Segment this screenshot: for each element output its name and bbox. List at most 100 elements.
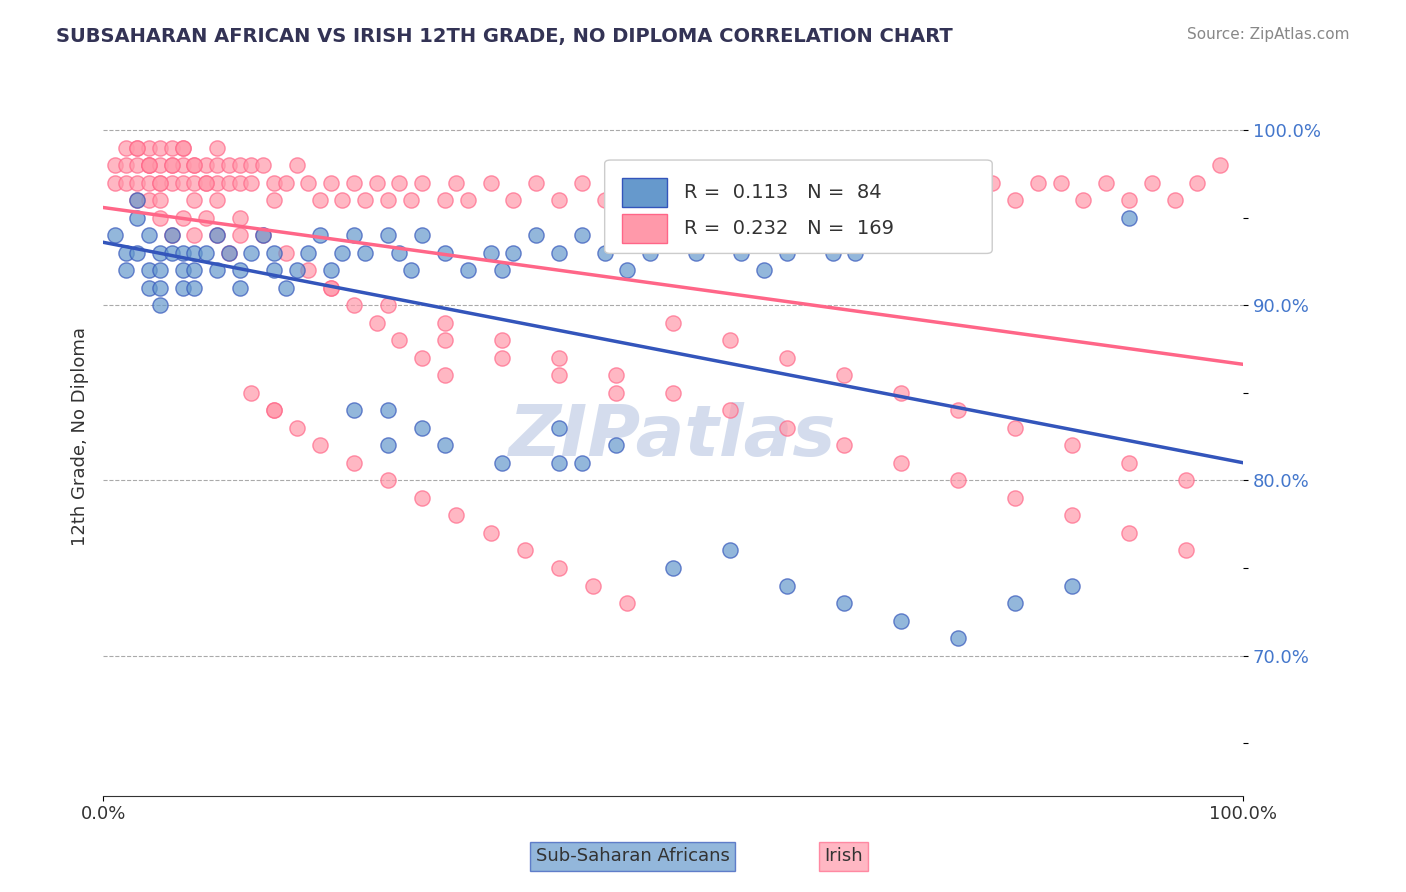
- Point: [434, 438, 457, 452]
- Point: [377, 403, 399, 417]
- Point: [343, 403, 366, 417]
- Point: [685, 245, 707, 260]
- Point: [354, 193, 377, 207]
- Point: [832, 596, 855, 610]
- Point: [205, 176, 228, 190]
- Point: [127, 140, 149, 154]
- Point: [183, 158, 205, 172]
- Point: [912, 193, 935, 207]
- Point: [138, 228, 160, 243]
- Point: [160, 228, 183, 243]
- Point: [308, 438, 330, 452]
- Point: [377, 228, 399, 243]
- Point: [127, 211, 149, 225]
- Point: [160, 158, 183, 172]
- Point: [103, 228, 125, 243]
- Point: [240, 385, 263, 400]
- Point: [149, 298, 172, 312]
- Point: [662, 385, 685, 400]
- Point: [1095, 176, 1118, 190]
- Point: [946, 631, 969, 645]
- Point: [388, 176, 411, 190]
- Point: [252, 228, 274, 243]
- Point: [183, 263, 205, 277]
- Point: [263, 176, 285, 190]
- Point: [582, 578, 605, 592]
- Point: [491, 351, 513, 365]
- Point: [229, 211, 252, 225]
- Point: [205, 228, 228, 243]
- Point: [890, 456, 912, 470]
- Point: [434, 245, 457, 260]
- Point: [491, 333, 513, 347]
- Point: [229, 228, 252, 243]
- Point: [205, 193, 228, 207]
- Point: [616, 263, 638, 277]
- Point: [138, 193, 160, 207]
- Point: [205, 263, 228, 277]
- Point: [127, 158, 149, 172]
- Point: [513, 543, 536, 558]
- Point: [890, 176, 912, 190]
- Point: [638, 245, 661, 260]
- Point: [149, 176, 172, 190]
- Point: [399, 263, 422, 277]
- Point: [319, 176, 342, 190]
- Point: [229, 158, 252, 172]
- Point: [548, 456, 571, 470]
- Point: [981, 176, 1004, 190]
- Point: [776, 245, 799, 260]
- Point: [1026, 176, 1049, 190]
- Point: [524, 176, 547, 190]
- Point: [548, 351, 571, 365]
- Point: [319, 281, 342, 295]
- Point: [662, 176, 685, 190]
- Point: [263, 245, 285, 260]
- Point: [229, 263, 252, 277]
- Point: [1004, 421, 1026, 435]
- Point: [103, 158, 125, 172]
- Point: [502, 193, 524, 207]
- Point: [1118, 211, 1140, 225]
- FancyBboxPatch shape: [621, 178, 668, 207]
- Point: [274, 281, 297, 295]
- Point: [754, 263, 776, 277]
- Point: [138, 281, 160, 295]
- Point: [218, 245, 240, 260]
- Point: [662, 316, 685, 330]
- Point: [1060, 508, 1083, 523]
- Point: [127, 176, 149, 190]
- Point: [524, 228, 547, 243]
- Point: [343, 228, 366, 243]
- Point: [411, 176, 433, 190]
- Point: [605, 368, 627, 383]
- Point: [274, 245, 297, 260]
- Point: [890, 614, 912, 628]
- Text: Irish: Irish: [824, 847, 863, 865]
- Point: [821, 193, 844, 207]
- Point: [115, 245, 138, 260]
- Point: [297, 263, 319, 277]
- Y-axis label: 12th Grade, No Diploma: 12th Grade, No Diploma: [72, 327, 89, 546]
- FancyBboxPatch shape: [605, 160, 993, 253]
- Point: [399, 193, 422, 207]
- Point: [776, 578, 799, 592]
- Point: [957, 193, 980, 207]
- Point: [240, 158, 263, 172]
- Point: [1175, 474, 1198, 488]
- Point: [388, 333, 411, 347]
- Point: [868, 193, 890, 207]
- Point: [685, 193, 707, 207]
- Point: [319, 263, 342, 277]
- Point: [890, 385, 912, 400]
- Point: [297, 245, 319, 260]
- Point: [205, 228, 228, 243]
- Point: [844, 176, 866, 190]
- Point: [183, 193, 205, 207]
- Point: [172, 158, 194, 172]
- Point: [149, 158, 172, 172]
- Point: [571, 228, 593, 243]
- Point: [1118, 456, 1140, 470]
- Point: [411, 351, 433, 365]
- Point: [479, 245, 502, 260]
